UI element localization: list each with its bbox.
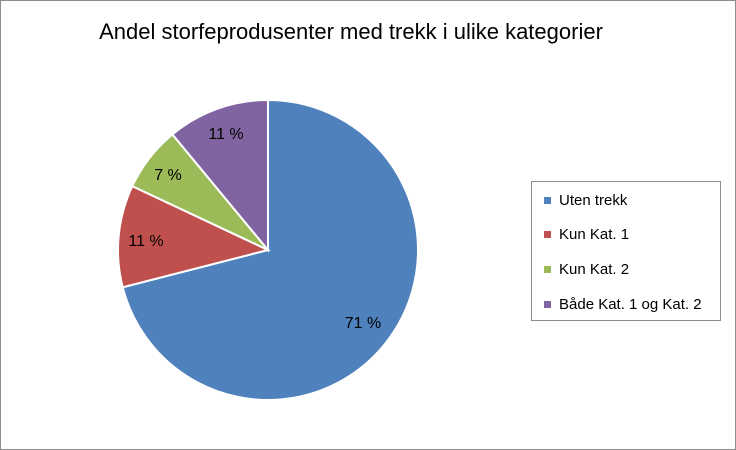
- data-label-2: 11 %: [128, 233, 163, 250]
- legend-item-1: Uten trekk: [544, 190, 627, 210]
- legend-swatch-4: [544, 300, 551, 308]
- pie-slice-2: [117, 184, 271, 289]
- legend-swatch-3: [544, 265, 551, 273]
- legend-label-2: Kun Kat. 1: [559, 225, 630, 243]
- data-label-3: 7 %: [154, 167, 182, 184]
- data-label-1: 71 %: [345, 315, 381, 332]
- chart-title: Andel storfeprodusenter med trekk i ulik…: [99, 19, 603, 44]
- legend: Uten trekk Kun Kat. 1 Kun Kat. 2 Både Kat. …: [531, 181, 721, 321]
- legend-label-3: Kun Kat. 2: [559, 260, 630, 278]
- pie-slice-1: [121, 98, 419, 401]
- legend-item-2: Kun Kat. 1: [544, 224, 629, 244]
- legend-swatch-1: [544, 196, 551, 204]
- legend-label-1: Uten trekk: [559, 191, 628, 209]
- pie-slice-4: [170, 98, 269, 253]
- legend-label-4: Både Kat. 1 og Kat. 2: [559, 295, 702, 313]
- legend-item-4: Både Kat. 1 og Kat. 2: [544, 294, 702, 314]
- legend-swatch-2: [544, 230, 551, 238]
- legend-item-3: Kun Kat. 2: [544, 259, 629, 279]
- data-label-4: 11 %: [208, 126, 243, 143]
